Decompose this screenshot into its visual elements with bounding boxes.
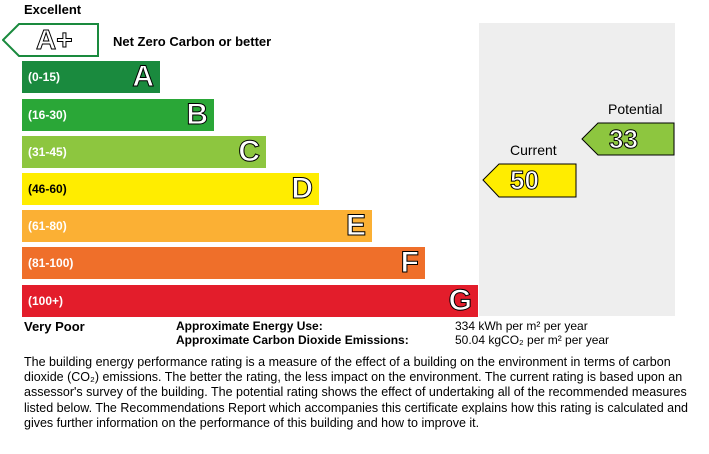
- band-letter: E: [345, 209, 366, 243]
- current-indicator: 50: [482, 163, 577, 198]
- band-letter: G: [448, 284, 472, 318]
- band-aplus-letter: A+: [36, 24, 74, 56]
- band-range: (81-100): [28, 256, 74, 270]
- band-b: (16-30) B: [22, 98, 214, 132]
- band-letter: D: [291, 172, 314, 206]
- band-e: (61-80) E: [22, 209, 372, 243]
- band-letter: A: [132, 60, 155, 94]
- band-f: (81-100) F: [22, 246, 425, 280]
- band-d: (46-60) D: [22, 172, 319, 206]
- current-arrow: [482, 163, 577, 198]
- band-range: (100+): [28, 294, 64, 308]
- scale-top-label: Excellent: [24, 2, 82, 17]
- potential-indicator: 33: [581, 122, 675, 156]
- band-range: (0-15): [28, 70, 61, 84]
- band-c: (31-45) C: [22, 135, 266, 169]
- energy-use-value: 334 kWh per m² per year: [455, 319, 588, 333]
- band-aplus-note: Net Zero Carbon or better: [113, 34, 272, 49]
- band-range: (61-80): [28, 219, 67, 233]
- band-aplus-arrow: [1, 23, 99, 57]
- band-letter: C: [238, 135, 261, 169]
- band-g: (100+) G: [22, 284, 478, 318]
- current-label: Current: [510, 142, 557, 158]
- potential-value: 33: [609, 124, 639, 155]
- current-value: 50: [510, 165, 540, 196]
- band-range: (16-30): [28, 108, 67, 122]
- scale-bottom-label: Very Poor: [24, 319, 85, 334]
- co2-emissions-label: Approximate Carbon Dioxide Emissions:: [176, 333, 409, 347]
- band-aplus: A+: [1, 23, 99, 57]
- co2-emissions-value: 50.04 kgCO₂ per m² per year: [455, 333, 610, 347]
- potential-label: Potential: [608, 101, 663, 117]
- potential-arrow: [581, 122, 675, 156]
- band-range: (46-60): [28, 182, 67, 196]
- band-letter: F: [400, 246, 419, 280]
- energy-use-label: Approximate Energy Use:: [176, 319, 323, 333]
- band-a: (0-15) A: [22, 60, 160, 94]
- band-range: (31-45): [28, 145, 67, 159]
- band-letter: B: [186, 98, 209, 132]
- rating-description: The building energy performance rating i…: [24, 355, 689, 430]
